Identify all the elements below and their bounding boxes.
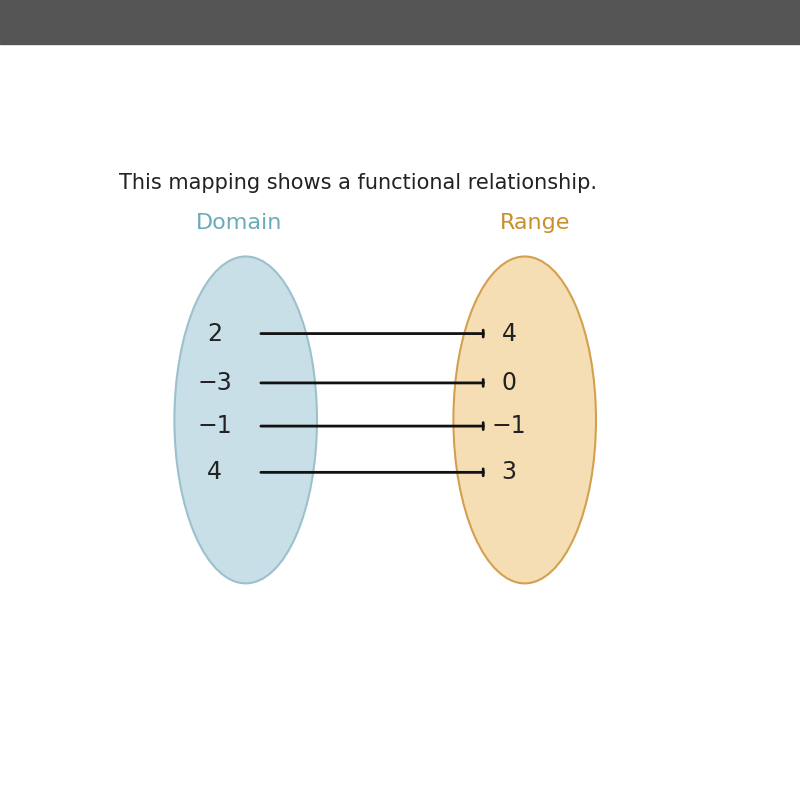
Text: −1: −1 [492,414,526,438]
Text: Range: Range [500,212,570,232]
Text: −1: −1 [198,414,232,438]
Text: 2: 2 [207,321,222,345]
Text: 3: 3 [502,461,517,485]
Text: −3: −3 [198,371,232,395]
Text: 0: 0 [502,371,517,395]
Text: 4: 4 [207,461,222,485]
Ellipse shape [454,256,596,583]
Text: 4: 4 [502,321,517,345]
Ellipse shape [174,256,317,583]
Text: This mapping shows a functional relationship.: This mapping shows a functional relation… [118,173,597,193]
Text: Domain: Domain [196,212,282,232]
